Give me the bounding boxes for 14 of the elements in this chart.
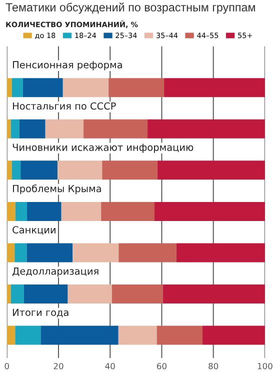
y-tick-label: Ностальгия по СССР: [13, 102, 116, 110]
y-tick-label: Чиновники искажают информацию: [12, 144, 194, 153]
y-tick-label: Пенсионная реформа: [13, 61, 122, 70]
y-tick-label: Санкции: [12, 226, 56, 235]
x-tick-label: 20: [54, 362, 64, 370]
y-tick-label: Итоги года: [13, 308, 68, 318]
x-tick-label: 60: [157, 362, 166, 370]
x-tick-label: 100: [258, 362, 272, 370]
chart-title: Тематики обсуждений по возрастным группам: [6, 2, 255, 14]
x-tick-label: 0: [4, 362, 9, 370]
x-tick-label: 40: [105, 362, 115, 370]
x-tick-label: 80: [208, 362, 218, 370]
y-tick-label: Дедолларизация: [12, 268, 98, 277]
y-tick-label: Проблемы Крыма: [13, 184, 101, 194]
